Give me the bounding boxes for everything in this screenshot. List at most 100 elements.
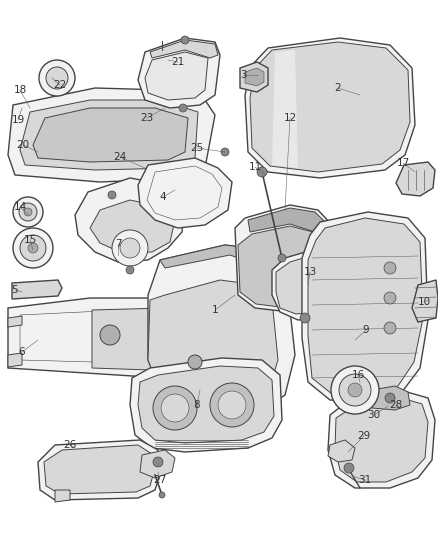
Text: 22: 22 [53, 80, 67, 90]
Circle shape [19, 203, 37, 221]
Circle shape [159, 492, 165, 498]
Text: 7: 7 [115, 239, 121, 249]
Polygon shape [8, 316, 22, 327]
Text: 27: 27 [153, 475, 166, 485]
Circle shape [161, 394, 189, 422]
Polygon shape [396, 162, 435, 196]
Circle shape [46, 67, 68, 89]
Polygon shape [145, 52, 208, 100]
Polygon shape [235, 205, 332, 312]
Polygon shape [302, 212, 428, 402]
Circle shape [112, 230, 148, 266]
Polygon shape [130, 358, 282, 452]
Text: 17: 17 [396, 158, 410, 168]
Polygon shape [138, 38, 220, 108]
Circle shape [100, 325, 120, 345]
Polygon shape [272, 50, 298, 168]
Circle shape [339, 374, 371, 406]
Polygon shape [20, 100, 198, 170]
Text: 12: 12 [283, 113, 297, 123]
Text: 18: 18 [14, 85, 27, 95]
Text: 3: 3 [240, 70, 246, 80]
Polygon shape [245, 68, 264, 86]
Text: 10: 10 [417, 297, 431, 307]
Polygon shape [412, 280, 438, 322]
Circle shape [108, 191, 116, 199]
Circle shape [257, 167, 267, 177]
Text: 13: 13 [304, 267, 317, 277]
Text: 21: 21 [171, 57, 185, 67]
Circle shape [24, 208, 32, 216]
Text: 28: 28 [389, 400, 403, 410]
Text: 24: 24 [113, 152, 127, 162]
Polygon shape [75, 178, 185, 262]
Text: 26: 26 [64, 440, 77, 450]
Polygon shape [44, 445, 155, 494]
Circle shape [210, 383, 254, 427]
Circle shape [126, 266, 134, 274]
Circle shape [384, 322, 396, 334]
Polygon shape [238, 226, 325, 308]
Polygon shape [90, 200, 175, 253]
Polygon shape [92, 308, 218, 384]
Polygon shape [55, 490, 70, 502]
Polygon shape [335, 397, 428, 482]
Polygon shape [12, 280, 62, 299]
Polygon shape [8, 353, 22, 367]
Circle shape [384, 292, 396, 304]
Text: 8: 8 [194, 400, 200, 410]
Text: 1: 1 [212, 305, 218, 315]
Text: 16: 16 [351, 370, 364, 380]
Text: 4: 4 [160, 192, 166, 202]
Circle shape [181, 36, 189, 44]
Circle shape [278, 254, 286, 262]
Polygon shape [250, 42, 410, 172]
Polygon shape [168, 370, 185, 392]
Text: 23: 23 [140, 113, 154, 123]
Circle shape [221, 148, 229, 156]
Text: 15: 15 [23, 235, 37, 245]
Polygon shape [138, 158, 232, 228]
Text: 31: 31 [358, 475, 371, 485]
Circle shape [120, 238, 140, 258]
Circle shape [179, 104, 187, 112]
Circle shape [13, 197, 43, 227]
Polygon shape [248, 208, 328, 232]
Text: 5: 5 [12, 285, 18, 295]
Polygon shape [8, 298, 232, 392]
Text: 9: 9 [363, 325, 369, 335]
Polygon shape [150, 40, 218, 58]
Polygon shape [308, 218, 423, 396]
Polygon shape [38, 440, 162, 500]
Text: 30: 30 [367, 410, 381, 420]
Polygon shape [33, 108, 188, 162]
Text: 2: 2 [335, 83, 341, 93]
Text: 25: 25 [191, 143, 204, 153]
Polygon shape [245, 38, 415, 178]
Circle shape [218, 391, 246, 419]
Circle shape [153, 386, 197, 430]
Circle shape [344, 463, 354, 473]
Text: 6: 6 [19, 347, 25, 357]
Text: 14: 14 [14, 202, 27, 212]
Circle shape [384, 262, 396, 274]
Text: 11: 11 [248, 162, 261, 172]
Text: 20: 20 [17, 140, 29, 150]
Polygon shape [272, 250, 340, 320]
Circle shape [188, 355, 202, 369]
Circle shape [331, 366, 379, 414]
Polygon shape [328, 390, 435, 488]
Text: 19: 19 [11, 115, 25, 125]
Polygon shape [138, 366, 274, 443]
Circle shape [39, 60, 75, 96]
Polygon shape [372, 386, 410, 410]
Circle shape [300, 313, 310, 323]
Polygon shape [240, 62, 268, 92]
Polygon shape [148, 245, 295, 420]
Circle shape [28, 243, 38, 253]
Polygon shape [276, 256, 334, 314]
Circle shape [13, 228, 53, 268]
Polygon shape [160, 245, 285, 270]
Polygon shape [328, 440, 355, 462]
Text: 29: 29 [357, 431, 371, 441]
